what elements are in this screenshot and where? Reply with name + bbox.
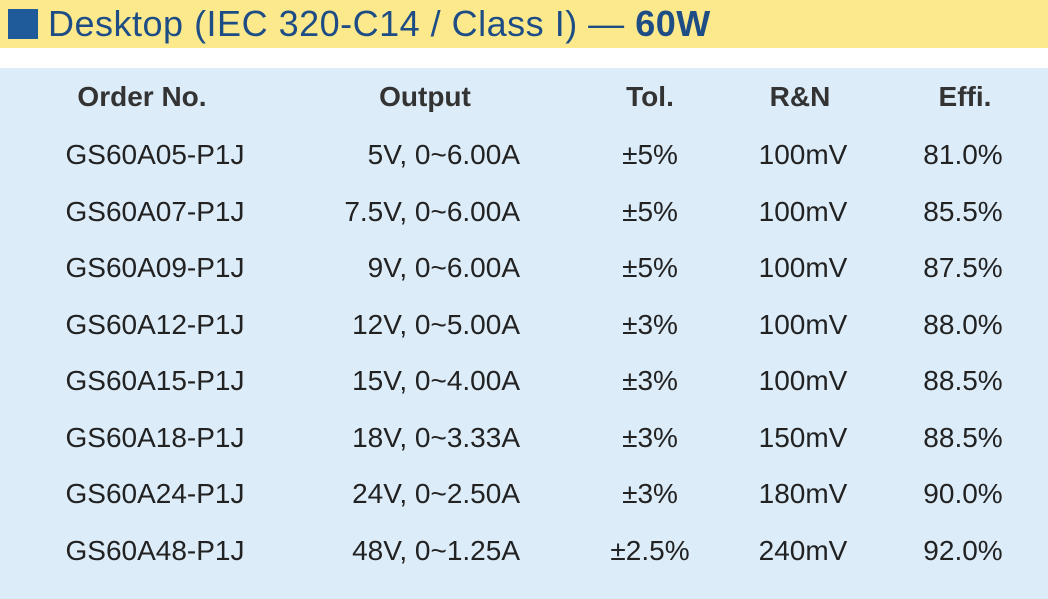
table-cell: 18V, 0~3.33A — [352, 421, 520, 453]
table-cell: 100mV — [758, 365, 848, 396]
table-cell: ±3% — [622, 365, 678, 396]
table-cell: 180mV — [758, 478, 848, 509]
title-bar: Desktop (IEC 320-C14 / Class I) — 60W — [0, 0, 1048, 48]
table-cell: 87.5% — [923, 252, 1003, 283]
table-cell: 92.0% — [923, 534, 1003, 566]
table-cell: 48V, 0~1.25A — [352, 534, 520, 566]
table-cell: GS60A24-P1J — [65, 478, 245, 509]
table-cell: 90.0% — [923, 478, 1003, 509]
table-cell: 100mV — [758, 308, 848, 340]
table-cell: 88.5% — [923, 421, 1003, 453]
table-cell: ±3% — [622, 421, 678, 453]
table-cell: 7.5V, 0~6.00A — [344, 195, 520, 227]
table-cell: ±5% — [622, 195, 678, 227]
column-header: Effi. — [938, 81, 992, 112]
table-cell: 12V, 0~5.00A — [352, 308, 520, 340]
table-cell: ±5% — [622, 252, 678, 283]
table-cell: 240mV — [758, 534, 848, 566]
table-cell: GS60A48-P1J — [65, 534, 245, 566]
table: Order No. Output Tol. R&N Effi. GS60A05-P1J 5V… — [0, 68, 1048, 599]
title-marker — [8, 9, 38, 39]
title-text: Desktop (IEC 320-C14 / Class I) — — [48, 3, 625, 44]
table-cell: 15V, 0~4.00A — [352, 365, 520, 396]
column-header: Output — [379, 81, 471, 112]
table-cell: 5V, 0~6.00A — [367, 139, 520, 170]
table-cell: 81.0% — [923, 139, 1003, 170]
table-cell: ±5% — [622, 139, 678, 170]
table-cell: GS60A15-P1J — [65, 365, 245, 396]
table-cell: 100mV — [758, 195, 848, 227]
table-cell: 9V, 0~6.00A — [367, 252, 520, 283]
table-cell: 88.0% — [923, 308, 1003, 340]
table-cell: ±3% — [622, 478, 678, 509]
table-cell: GS60A07-P1J — [65, 195, 245, 227]
table-cell: GS60A12-P1J — [65, 308, 245, 340]
table-cell: GS60A09-P1J — [65, 252, 245, 283]
column-header: R&N — [769, 81, 831, 112]
column-header: Order No. — [77, 81, 207, 112]
table-cell: 85.5% — [923, 195, 1003, 227]
table-cell: 100mV — [758, 252, 848, 283]
table-cell: 24V, 0~2.50A — [352, 478, 520, 509]
table-cell: 88.5% — [923, 365, 1003, 396]
title-bold: 60W — [635, 3, 711, 44]
column-header: Tol. — [626, 81, 674, 112]
table-cell: GS60A18-P1J — [65, 421, 245, 453]
table-cell: ±2.5% — [610, 534, 690, 566]
table-cell: 100mV — [758, 139, 848, 170]
table-cell: ±3% — [622, 308, 678, 340]
table-cell: 150mV — [758, 421, 848, 453]
table-cell: GS60A05-P1J — [65, 139, 245, 170]
title: Desktop (IEC 320-C14 / Class I) — 60W — [48, 3, 711, 45]
